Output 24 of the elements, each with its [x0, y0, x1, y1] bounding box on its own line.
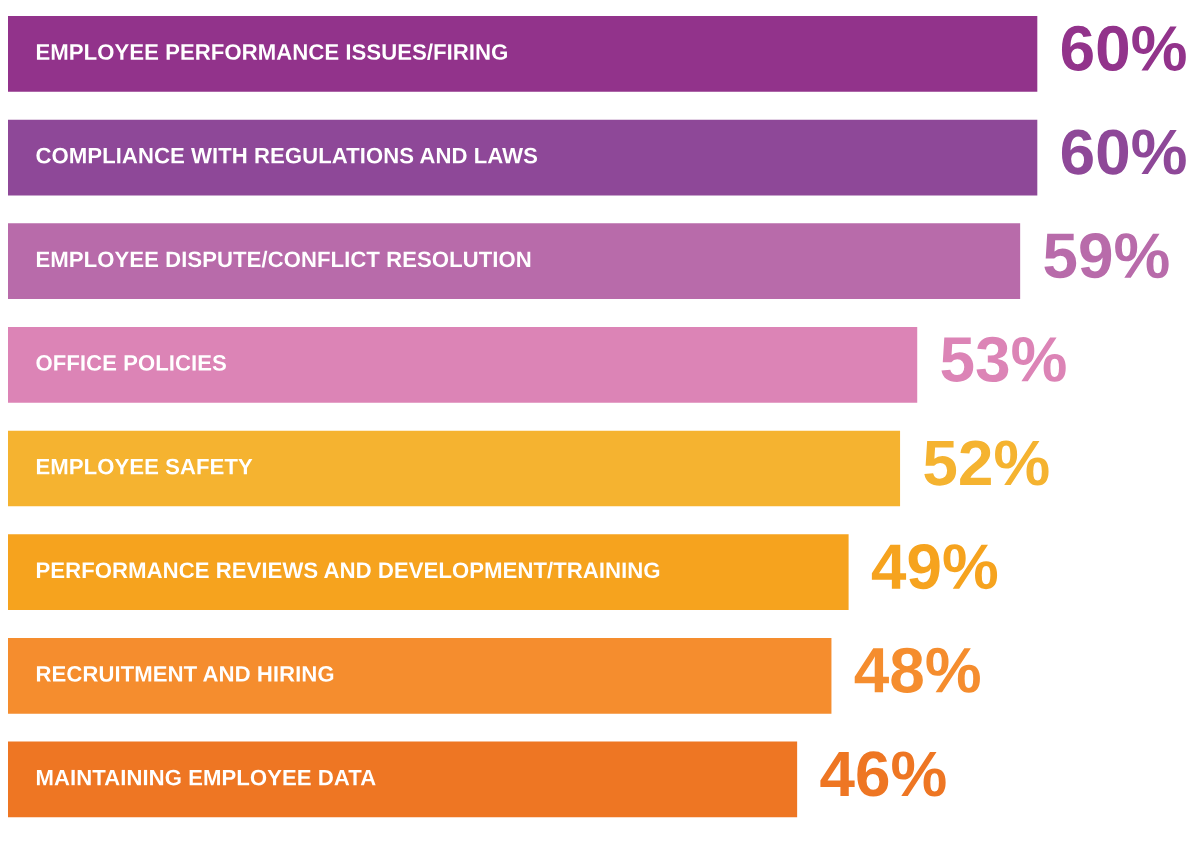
data-label: 46%: [820, 751, 946, 797]
bar: [8, 430, 901, 507]
y-tick-label: EMPLOYEE DISPUTE/CONFLICT RESOLUTION: [36, 250, 531, 268]
data-label: 53%: [941, 336, 1066, 383]
y-tick-label: MAINTAINING EMPLOYEE DATA: [36, 769, 376, 786]
data-label: 52%: [924, 440, 1049, 486]
bar: [8, 534, 849, 610]
bar: [8, 741, 798, 818]
y-tick-label: RECRUITMENT AND HIRING: [36, 666, 334, 682]
y-tick-label: OFFICE POLICIES: [36, 355, 226, 371]
bar: [8, 119, 1038, 196]
bar: [8, 637, 832, 714]
y-tick-label: PERFORMANCE REVIEWS AND DEVELOPMENT/TRAINING: [36, 561, 660, 579]
bar: [8, 16, 1038, 92]
data-label: 48%: [854, 647, 980, 693]
data-label: 59%: [1044, 233, 1169, 279]
data-label: 49%: [871, 544, 998, 590]
data-label: 60%: [1061, 25, 1186, 72]
data-label: 60%: [1061, 129, 1186, 175]
bar: [8, 327, 918, 403]
y-tick-label: EMPLOYEE SAFETY: [36, 458, 253, 475]
y-tick-label: COMPLIANCE WITH REGULATIONS AND LAWS: [36, 147, 538, 164]
bar: [8, 223, 1021, 300]
y-tick-label: EMPLOYEE PERFORMANCE ISSUES/FIRING: [36, 43, 507, 61]
